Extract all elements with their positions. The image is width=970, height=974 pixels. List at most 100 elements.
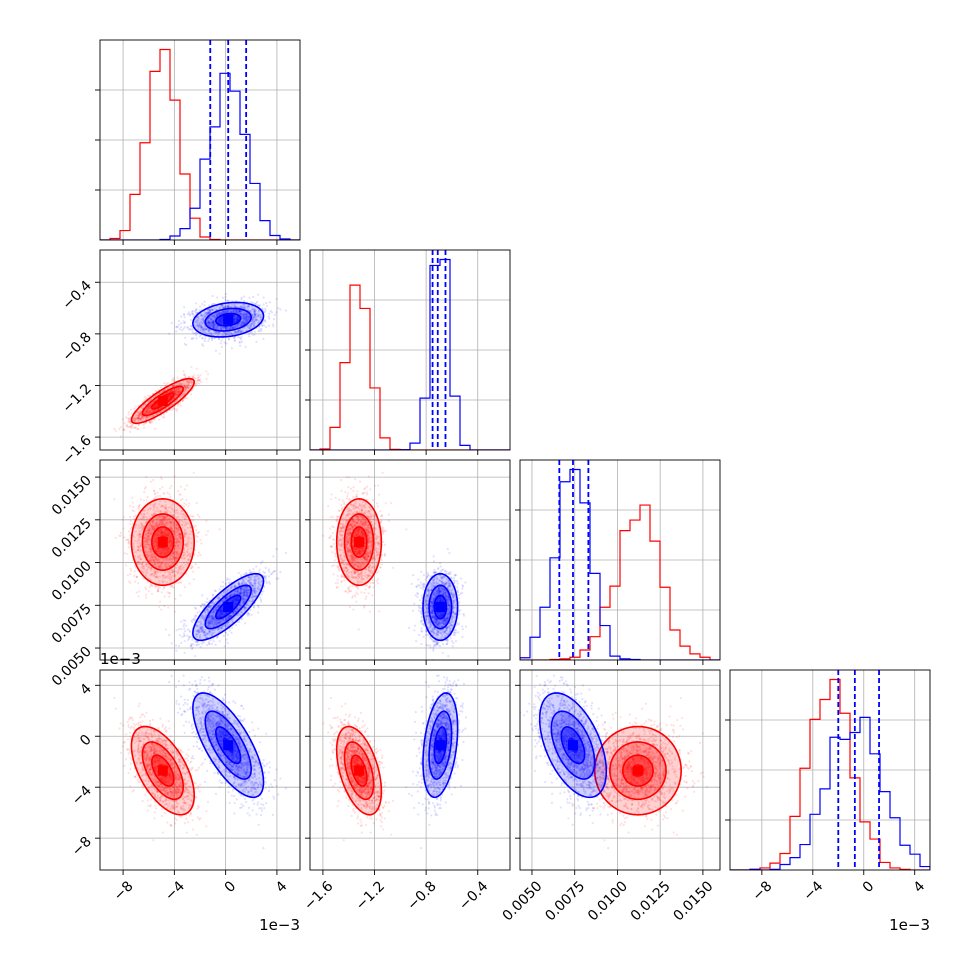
- scatter-point: [127, 538, 129, 540]
- scatter-point: [243, 295, 245, 297]
- scatter-point: [199, 610, 201, 612]
- scatter-point: [154, 586, 156, 588]
- scatter-point: [167, 492, 169, 494]
- scatter-point: [130, 570, 132, 572]
- scatter-point: [187, 639, 189, 641]
- panel-p2-p2: [305, 250, 510, 455]
- scatter-point: [167, 591, 169, 593]
- scatter-point: [179, 328, 181, 330]
- scatter-point: [220, 342, 222, 344]
- scatter-point: [195, 529, 197, 531]
- scatter-point: [175, 330, 177, 332]
- scatter-point: [273, 318, 275, 320]
- scatter-point: [134, 580, 136, 582]
- scatter-point: [122, 418, 124, 420]
- scatter-point: [128, 413, 130, 415]
- scatter-point: [204, 340, 206, 342]
- scatter-point: [147, 395, 149, 397]
- scatter-point: [261, 560, 263, 562]
- scatter-point: [275, 311, 277, 313]
- scatter-point: [145, 588, 147, 590]
- scatter-point: [241, 341, 243, 343]
- scatter-point: [150, 481, 152, 483]
- scatter-point: [198, 379, 200, 381]
- scatter-point: [129, 582, 131, 584]
- scatter-point: [261, 307, 263, 309]
- scatter-point: [184, 321, 186, 323]
- panel-content: [113, 472, 287, 672]
- scatter-point: [192, 313, 194, 315]
- scatter-point: [258, 330, 260, 332]
- scatter-point: [127, 574, 129, 576]
- panel-p1-p2: −1.6−1.2−0.8−0.4: [59, 250, 300, 468]
- scatter-point: [237, 336, 239, 338]
- scatter-point: [164, 595, 166, 597]
- scatter-point: [196, 502, 198, 504]
- scatter-point: [173, 378, 175, 380]
- scatter-point: [146, 499, 148, 501]
- scatter-point: [195, 334, 197, 336]
- scatter-point: [195, 332, 197, 334]
- scatter-point: [138, 595, 140, 597]
- scatter-point: [161, 486, 163, 488]
- scatter-point: [128, 546, 130, 548]
- scatter-point: [157, 590, 159, 592]
- scatter-point: [184, 640, 186, 642]
- scatter-point: [191, 328, 193, 330]
- scatter-point: [195, 535, 197, 537]
- scatter-point: [158, 419, 160, 421]
- scatter-point: [168, 596, 170, 598]
- scatter-point: [195, 525, 197, 527]
- scatter-point: [147, 496, 149, 498]
- panel-content: [113, 293, 287, 438]
- scatter-point: [274, 314, 276, 316]
- scatter-point: [137, 428, 139, 430]
- scatter-point: [239, 341, 241, 343]
- scatter-point: [224, 299, 226, 301]
- scatter-point: [177, 490, 179, 492]
- scatter-point: [190, 319, 192, 321]
- scatter-point: [130, 412, 132, 414]
- scatter-point: [135, 405, 137, 407]
- scatter-point: [197, 612, 199, 614]
- scatter-point: [199, 374, 201, 376]
- scatter-point: [128, 530, 130, 532]
- scatter-point: [161, 478, 163, 480]
- scatter-point: [219, 528, 221, 530]
- scatter-point: [195, 302, 197, 304]
- scatter-point: [192, 310, 194, 312]
- scatter-point: [154, 427, 156, 429]
- scatter-point: [248, 297, 250, 299]
- scatter-point: [263, 296, 265, 298]
- scatter-point: [269, 301, 271, 303]
- scatter-point: [130, 425, 132, 427]
- scatter-point: [181, 498, 183, 500]
- scatter-point: [205, 520, 207, 522]
- scatter-point: [130, 528, 132, 530]
- scatter-point: [192, 515, 194, 517]
- scatter-point: [134, 570, 136, 572]
- scatter-point: [145, 594, 147, 596]
- scatter-point: [160, 609, 162, 611]
- scatter-point: [199, 309, 201, 311]
- y-tick-label: −1.2: [59, 381, 94, 416]
- scatter-point: [174, 598, 176, 600]
- scatter-point: [263, 324, 265, 326]
- scatter-point: [196, 541, 198, 543]
- scatter-point: [171, 322, 173, 324]
- scatter-point: [200, 381, 202, 383]
- scatter-point: [122, 527, 124, 529]
- scatter-point: [188, 313, 190, 315]
- scatter-point: [143, 399, 145, 401]
- scatter-point: [183, 370, 185, 372]
- scatter-point: [129, 523, 131, 525]
- scatter-point: [184, 488, 186, 490]
- scatter-point: [170, 485, 172, 487]
- scatter-point: [140, 499, 142, 501]
- scatter-point: [159, 601, 161, 603]
- scatter-point: [189, 376, 191, 378]
- scatter-point: [193, 578, 195, 580]
- scatter-point: [185, 625, 187, 627]
- scatter-point: [230, 632, 232, 634]
- scatter-point: [186, 397, 188, 399]
